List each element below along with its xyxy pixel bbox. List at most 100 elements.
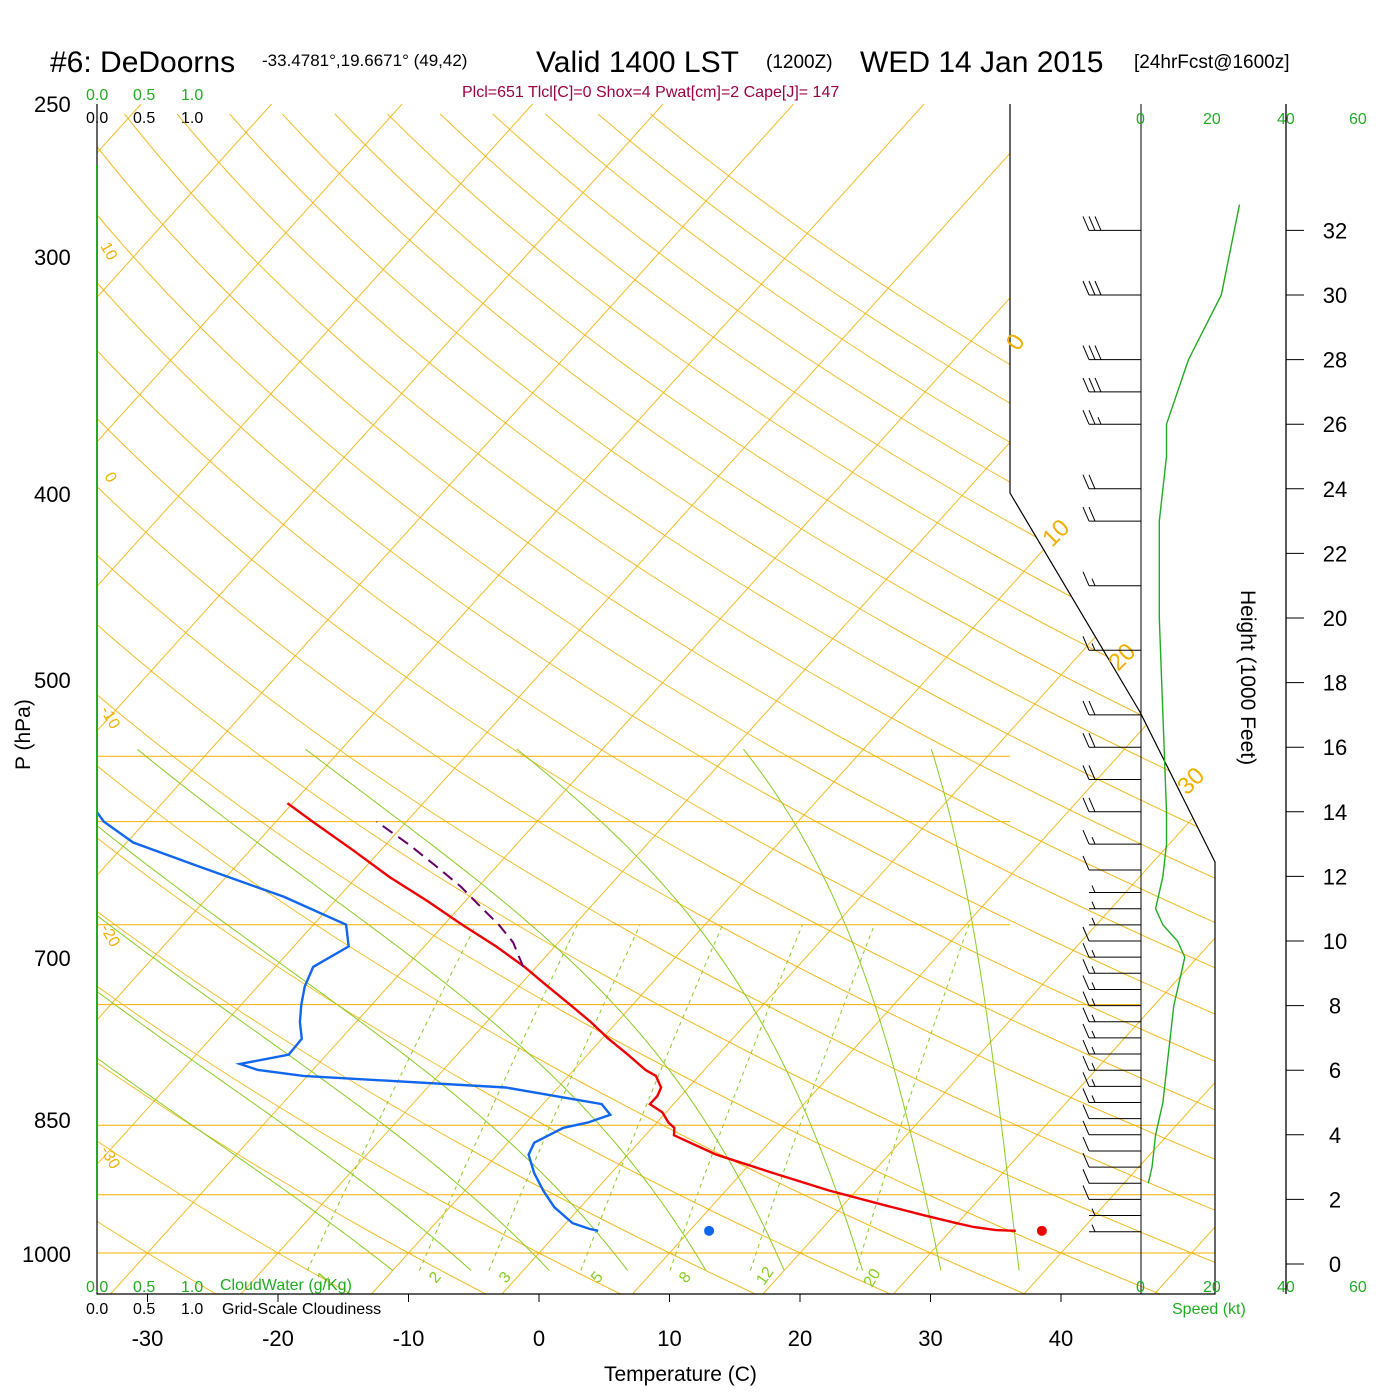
height-tick-label: 32 bbox=[1323, 218, 1347, 243]
speed-tick-bot-3: 60 bbox=[1349, 1279, 1367, 1296]
wind-barb bbox=[1082, 1039, 1141, 1055]
wind-barb-half-flag bbox=[1091, 836, 1096, 845]
isotherm-line bbox=[762, 104, 1215, 1294]
wind-barb-half-flag bbox=[1091, 643, 1096, 651]
isotherm-line bbox=[501, 104, 1215, 1294]
wind-barb-half-flag bbox=[1091, 1030, 1096, 1039]
dry-adiabat-line bbox=[387, 113, 1215, 1294]
wind-barb-flag bbox=[1082, 1120, 1090, 1135]
bottom-black-scale-1: 0.5 bbox=[133, 1301, 155, 1318]
wind-barb bbox=[1082, 345, 1141, 361]
y-axis-label: P (hPa) bbox=[12, 699, 35, 770]
top-black-scale-2: 1.0 bbox=[181, 110, 203, 127]
mixing-ratio-line bbox=[856, 924, 970, 1271]
wind-barb-half-flag bbox=[1097, 417, 1102, 425]
moist-adiabat-line bbox=[97, 748, 628, 1271]
dry-adiabat-label-3: 30 bbox=[1172, 762, 1210, 800]
station-coords: -33.4781°,19.6671° (49,42) bbox=[262, 51, 467, 70]
dry-adiabat-line bbox=[97, 113, 1215, 1294]
pressure-tick-700: 700 bbox=[34, 946, 71, 971]
wind-barb bbox=[1082, 410, 1141, 425]
wind-barb-flag bbox=[1082, 1072, 1090, 1087]
wind-barb-flag bbox=[1082, 1152, 1090, 1168]
top-green-scale-1: 0.5 bbox=[133, 87, 155, 104]
mixing-ratio-line bbox=[749, 924, 875, 1271]
isotherm-label-0: 10 bbox=[97, 240, 121, 264]
bottom-green-scale-2: 1.0 bbox=[181, 1279, 203, 1296]
isotherm-line bbox=[1023, 104, 1215, 1294]
wind-barb bbox=[1082, 959, 1141, 974]
height-tick-label: 2 bbox=[1329, 1187, 1341, 1212]
isotherm-label-3: -20 bbox=[97, 922, 123, 951]
wind-barb-flag bbox=[1082, 1056, 1090, 1071]
dry-adiabat-line bbox=[97, 113, 486, 1294]
wind-barb-flag bbox=[1082, 765, 1090, 780]
dry-adiabat-line bbox=[650, 113, 1215, 1294]
wind-barb bbox=[1082, 571, 1141, 587]
bottom-black-scale-2: 1.0 bbox=[181, 1301, 203, 1318]
temperature-tick-label: 0 bbox=[533, 1326, 545, 1351]
wind-barb-flag bbox=[1082, 377, 1090, 393]
wind-barb-flag bbox=[1082, 1039, 1090, 1055]
header: #6: DeDoorns -33.4781°,19.6671° (49,42) … bbox=[50, 46, 1290, 101]
isotherm-line bbox=[1154, 104, 1215, 1294]
moist-adiabat-line bbox=[743, 748, 942, 1271]
valid-time: Valid 1400 LST bbox=[536, 46, 739, 79]
wind-barb-flag bbox=[1094, 345, 1102, 360]
moist-adiabat-line bbox=[97, 748, 550, 1271]
mixing-ratio-line bbox=[306, 924, 477, 1271]
height-tick-label: 12 bbox=[1323, 864, 1347, 889]
speed-tick-bot-1: 20 bbox=[1203, 1279, 1221, 1296]
height-tick-label: 24 bbox=[1323, 477, 1347, 502]
temperature-tick-label: -20 bbox=[262, 1326, 294, 1351]
wind-barb bbox=[1082, 700, 1141, 716]
wind-barb-flag bbox=[1082, 991, 1090, 1006]
height-tick-label: 10 bbox=[1323, 929, 1347, 954]
pressure-tick-500: 500 bbox=[34, 668, 71, 693]
temperature-tick-label: 30 bbox=[918, 1326, 942, 1351]
wind-barb bbox=[1089, 1224, 1141, 1233]
wind-barb bbox=[1082, 733, 1141, 748]
wind-barb-half-flag bbox=[1091, 1046, 1096, 1055]
isobars bbox=[97, 755, 1215, 1254]
x-axis-label: Temperature (C) bbox=[604, 1363, 757, 1386]
speed-tick-top-3: 60 bbox=[1349, 111, 1367, 128]
wind-barb-flag bbox=[1082, 506, 1090, 522]
plot-border bbox=[96, 104, 1216, 1295]
pressure-tick-250: 250 bbox=[34, 92, 71, 117]
wind-speed-profile-line bbox=[1147, 204, 1241, 1184]
bottom-black-scale-0: 0.0 bbox=[86, 1301, 108, 1318]
wind-barb bbox=[1082, 506, 1141, 522]
pressure-tick-850: 850 bbox=[34, 1108, 71, 1133]
dry-adiabat-line bbox=[97, 113, 1215, 1294]
wind-barb-half-flag bbox=[1091, 885, 1096, 893]
top-green-scale-2: 1.0 bbox=[181, 87, 203, 104]
height-tick-label: 14 bbox=[1323, 800, 1347, 825]
wind-barb-flag bbox=[1082, 571, 1090, 586]
wind-barb bbox=[1082, 1104, 1141, 1120]
wind-barb bbox=[1082, 1088, 1141, 1103]
height-tick-label: 30 bbox=[1323, 283, 1347, 308]
wind-barb bbox=[1089, 1208, 1141, 1217]
surface-temperature-dot bbox=[1036, 1225, 1047, 1236]
wind-barb-flag bbox=[1082, 1169, 1090, 1184]
wind-panel: 0 20 40 60 0 20 40 60 Speed (kt) bbox=[1082, 104, 1367, 1318]
wind-barb bbox=[1082, 991, 1141, 1007]
isotherm-label-2: -10 bbox=[97, 704, 123, 733]
dry-adiabat-line bbox=[439, 113, 1215, 1294]
dry-adiabat-line bbox=[545, 113, 1215, 1294]
dry-adiabat-line bbox=[97, 113, 1215, 1294]
dry-adiabat-line bbox=[124, 113, 1215, 1294]
height-tick-label: 16 bbox=[1323, 735, 1347, 760]
wind-barb-flag bbox=[1082, 926, 1090, 942]
dry-adiabat-line bbox=[97, 113, 1160, 1294]
dry-adiabat-line bbox=[97, 113, 1215, 1294]
mixing-ratio-label-2: 3 bbox=[496, 1269, 515, 1287]
background-lines bbox=[97, 104, 1215, 1294]
isotherm-line bbox=[97, 104, 925, 1294]
wind-barb-flag bbox=[1082, 636, 1090, 651]
wind-barb-flag bbox=[1082, 1185, 1090, 1200]
wind-barb-flag bbox=[1088, 474, 1096, 489]
wind-barb-flag bbox=[1088, 216, 1096, 231]
wind-barb-flag bbox=[1082, 959, 1090, 974]
